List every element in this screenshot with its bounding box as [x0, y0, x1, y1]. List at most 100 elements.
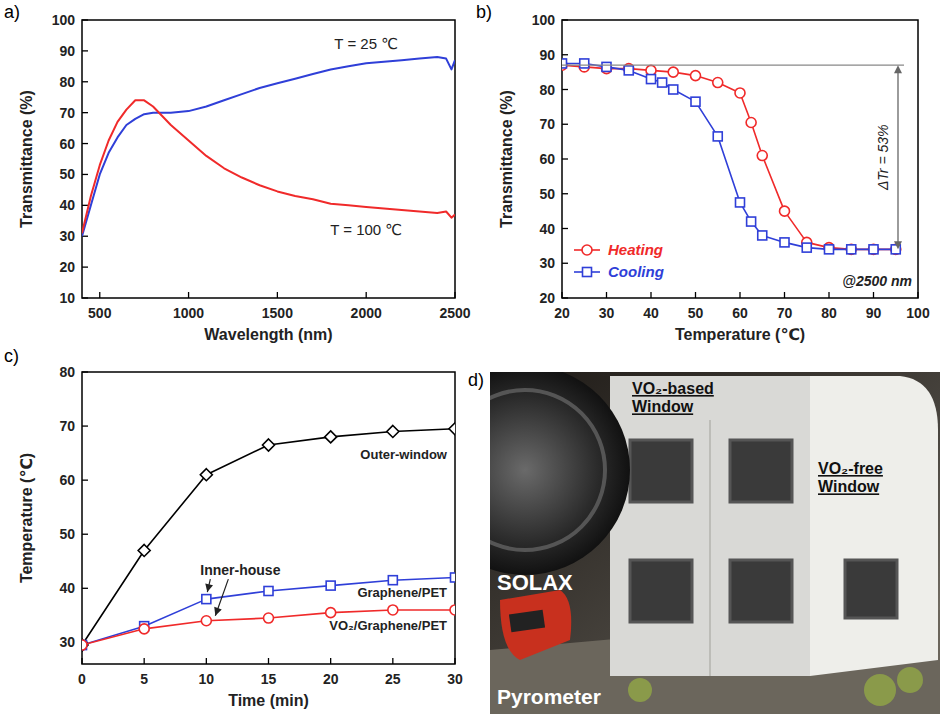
plot-area	[82, 57, 455, 236]
marker-diamond	[200, 469, 212, 481]
y-tick-label: 70	[539, 116, 555, 132]
arrow-head	[894, 241, 902, 249]
lamp-ring	[490, 390, 605, 550]
y-tick-label: 80	[539, 82, 555, 98]
x-tick-label: 90	[866, 305, 882, 321]
marker-square	[388, 576, 397, 585]
arrow-head	[894, 65, 902, 73]
x-tick-label: 60	[732, 305, 748, 321]
series-line	[562, 65, 896, 249]
series-line	[82, 610, 455, 645]
marker-square	[869, 245, 878, 254]
x-tick-label: 25	[385, 671, 401, 687]
series-line	[562, 63, 896, 249]
marker-square	[669, 85, 678, 94]
series-line	[82, 429, 455, 645]
y-tick-label: 80	[59, 364, 75, 380]
y-tick-label: 100	[52, 12, 76, 28]
y-tick-label: 70	[59, 105, 75, 121]
marker-circle	[139, 624, 149, 634]
plot-area	[82, 423, 455, 651]
marker-diamond	[138, 544, 150, 556]
y-tick-label: 30	[59, 634, 75, 650]
photo-label: VO₂-freeWindow	[818, 460, 883, 495]
photo-label-line: Window	[632, 398, 694, 415]
x-tick-label: 10	[199, 671, 215, 687]
x-tick	[330, 658, 331, 664]
x-tick	[828, 292, 829, 298]
marker-circle	[869, 244, 879, 254]
y-tick-label: 70	[59, 418, 75, 434]
series-line	[82, 57, 455, 236]
marker-square	[264, 587, 273, 596]
marker-circle	[746, 118, 756, 128]
marker-square	[825, 245, 834, 254]
y-tick	[562, 297, 568, 298]
house-side	[810, 376, 938, 676]
range-arrow	[897, 72, 898, 242]
series-label: VO₂/Graphene/PET	[329, 618, 447, 633]
plot-frame	[82, 372, 455, 664]
panel-label: a)	[4, 2, 20, 22]
marker-square	[580, 59, 589, 68]
marker-circle	[264, 613, 274, 623]
x-tick	[917, 292, 918, 298]
marker-square	[758, 231, 767, 240]
marker-circle	[691, 71, 701, 81]
y-tick	[562, 89, 568, 90]
marker-square	[780, 238, 789, 247]
y-tick	[82, 534, 88, 535]
y-tick-label: 80	[59, 74, 75, 90]
y-tick-label: 40	[539, 221, 555, 237]
photo-panel: d)VO₂-basedWindowVO₂-freeWindowSOLAXPyro…	[420, 365, 940, 714]
y-tick-label: 50	[59, 166, 75, 182]
arrow-head	[205, 583, 213, 592]
window	[630, 440, 692, 502]
panel: b)20304050607080901002030405060708090100…	[476, 2, 930, 343]
marker-square	[847, 245, 856, 254]
x-tick	[206, 658, 207, 664]
legend-label: Heating	[608, 241, 663, 258]
annotation: ΔTr = 53%	[875, 124, 891, 191]
y-tick	[82, 112, 88, 113]
panel-label: c)	[4, 346, 19, 366]
y-tick	[82, 143, 88, 144]
x-tick	[392, 658, 393, 664]
y-tick-label: 30	[539, 255, 555, 271]
photo-label: VO₂-basedWindow	[632, 380, 714, 415]
figure: a)50010001500200025001020304050607080901…	[0, 0, 947, 720]
y-tick	[82, 19, 88, 20]
marker-square	[713, 132, 722, 141]
y-tick	[562, 263, 568, 264]
y-tick-label: 90	[539, 47, 555, 63]
y-tick-label: 40	[59, 197, 75, 213]
house-front	[610, 376, 810, 676]
house-seam	[709, 420, 711, 676]
marker-circle	[757, 151, 767, 161]
x-tick-label: 2500	[439, 305, 470, 321]
window	[730, 440, 792, 502]
x-tick	[454, 292, 455, 298]
x-tick-label: 0	[78, 671, 86, 687]
y-axis-title: Temperature (℃)	[18, 453, 35, 583]
x-tick	[784, 292, 785, 298]
annotation: Inner-house	[200, 562, 280, 578]
x-tick-label: 30	[599, 305, 615, 321]
y-tick-label: 30	[59, 228, 75, 244]
annotation-arrows	[205, 579, 228, 616]
marker-circle	[326, 608, 336, 618]
y-tick-label: 20	[539, 290, 555, 306]
y-tick-label: 50	[539, 186, 555, 202]
y-tick-label: 60	[539, 151, 555, 167]
photo-label-line: VO₂-based	[632, 380, 714, 397]
x-tick	[99, 292, 100, 298]
marker-square	[736, 198, 745, 207]
legend: HeatingCooling	[574, 241, 664, 280]
y-tick	[562, 54, 568, 55]
series-label: T = 100 ℃	[330, 221, 402, 238]
solar-lamp	[490, 372, 630, 575]
panel-label: b)	[476, 2, 492, 22]
photo-label-line: Window	[818, 478, 880, 495]
photo-label-line: VO₂-free	[818, 460, 883, 477]
marker-square	[202, 595, 211, 604]
